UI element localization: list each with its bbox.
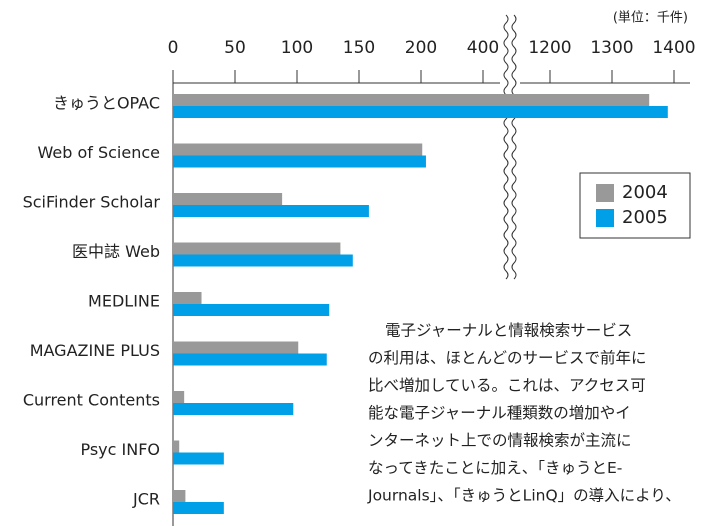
x-tick-label: 50: [224, 38, 246, 58]
y-tick-label: Current Contents: [23, 391, 160, 410]
annotation-line: 能な電子ジャーナル種類数の増加やイ: [368, 404, 631, 422]
bar: [173, 490, 186, 502]
bar: [173, 304, 330, 316]
bar: [173, 502, 224, 514]
bar: [173, 292, 202, 304]
annotation-line: Journals」、「きゅうとLinQ」の導入により、: [367, 487, 681, 505]
y-tick-label: きゅうとOPAC: [53, 94, 160, 113]
bar: [173, 391, 185, 403]
annotation-line: ンターネット上での情報検索が主流に: [368, 432, 632, 450]
axis-break-gap: [500, 15, 520, 277]
legend-swatch: [596, 209, 614, 227]
bar: [173, 452, 224, 465]
legend-box: [579, 172, 691, 239]
bar: [173, 353, 327, 366]
unit-note: (単位：千件): [613, 10, 688, 26]
bar: [173, 341, 299, 354]
x-tick-label: 0: [168, 38, 179, 58]
x-tick-label: 150: [343, 38, 375, 58]
y-tick-label: 医中誌 Web: [72, 242, 160, 261]
bar: [173, 94, 650, 106]
x-tick-label: 100: [281, 38, 313, 58]
x-tick-label: 1200: [528, 38, 571, 58]
axis-break: [503, 14, 509, 280]
bar: [173, 155, 426, 168]
x-tick-label: 1400: [652, 38, 695, 58]
bar: [173, 403, 294, 415]
bar: [173, 106, 668, 118]
legend-swatch: [596, 184, 614, 202]
bar: [173, 143, 423, 156]
bar: [173, 440, 180, 453]
bar: [173, 193, 283, 205]
annotation-line: なってきたことに加え、「きゅうとE-: [368, 459, 622, 477]
legend-label: 2004: [622, 182, 668, 203]
y-tick-label: Psyc INFO: [80, 440, 160, 459]
bar: [173, 242, 341, 255]
x-tick-label: 1300: [590, 38, 633, 58]
y-tick-label: JCR: [132, 490, 160, 509]
annotation-line: 比べ増加している。これは、アクセス可: [368, 377, 646, 395]
y-tick-label: MAGAZINE PLUS: [30, 341, 160, 360]
annotation-line: の利用は、ほとんどのサービスで前年に: [368, 349, 647, 367]
legend-label: 2005: [622, 207, 668, 228]
bar: [173, 205, 369, 217]
annotation-line: 電子ジャーナルと情報検索サービス: [385, 322, 632, 340]
y-tick-label: MEDLINE: [88, 292, 160, 311]
y-tick-label: SciFinder Scholar: [23, 193, 161, 212]
x-tick-label: 200: [405, 38, 437, 58]
bar: [173, 254, 353, 267]
x-tick-label: 400: [467, 38, 499, 58]
y-tick-label: Web of Science: [38, 143, 161, 162]
axis-break: [511, 14, 517, 280]
